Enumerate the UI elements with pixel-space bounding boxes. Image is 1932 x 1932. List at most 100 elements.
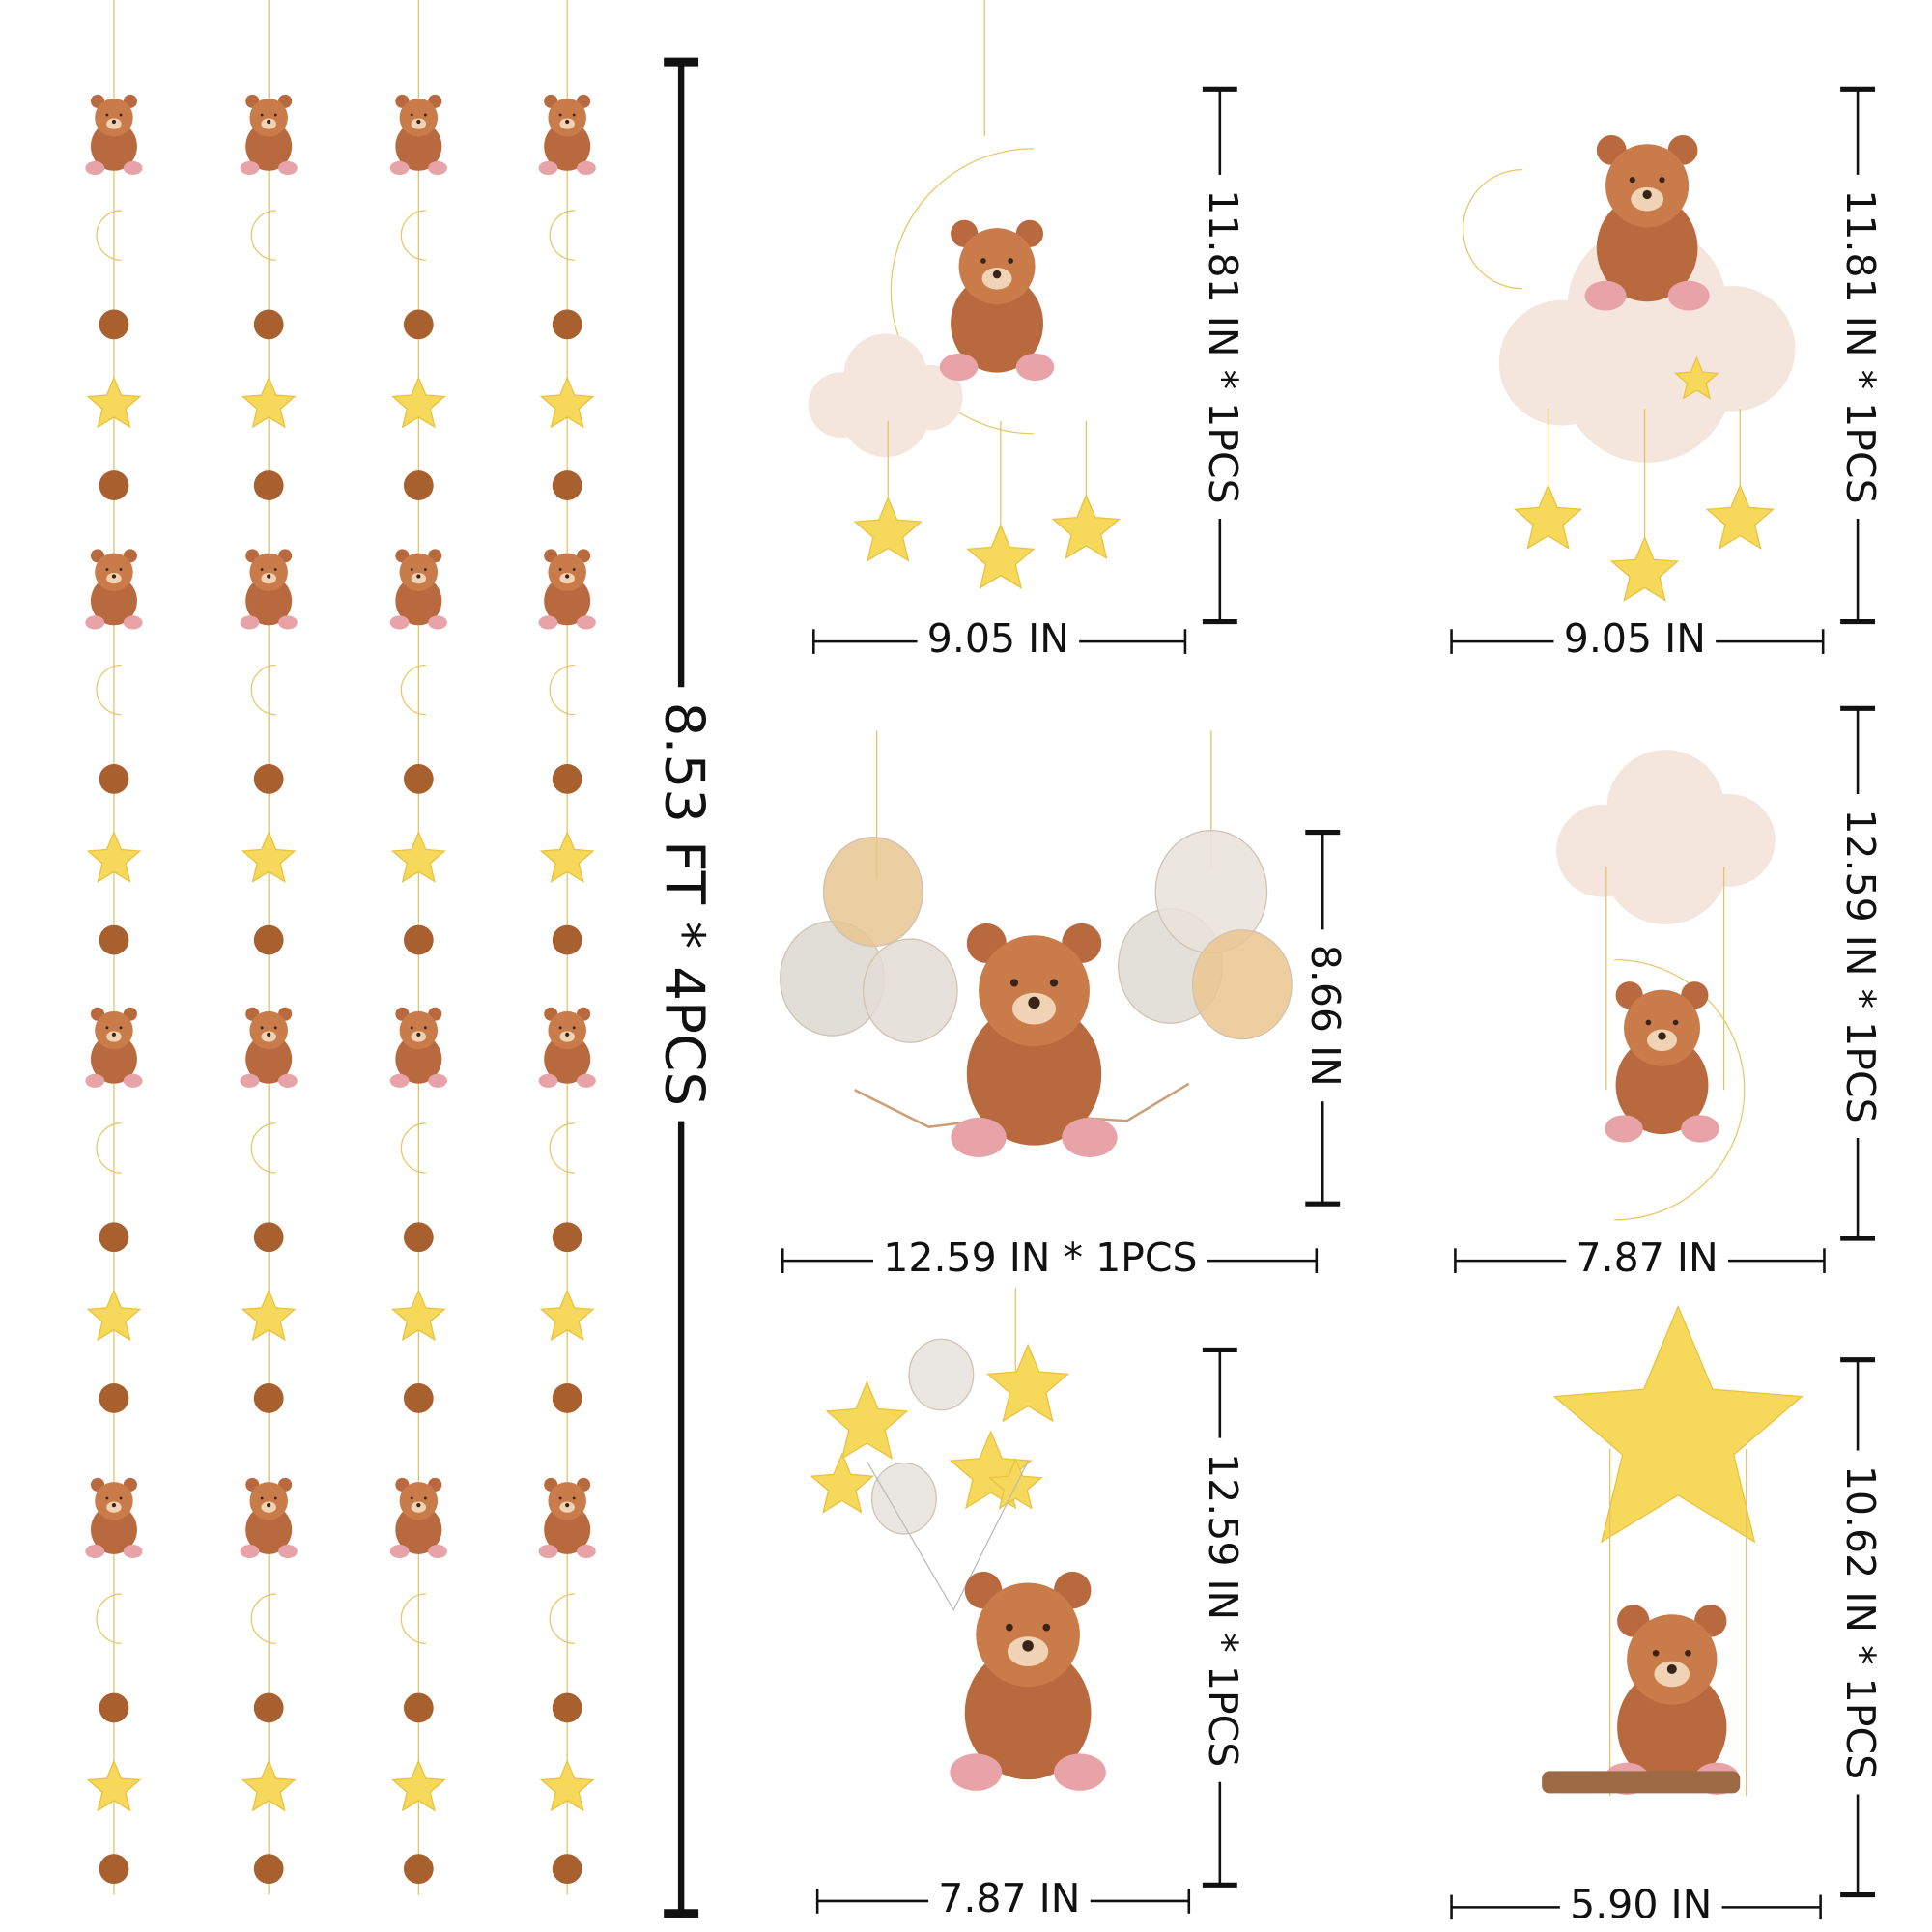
bear-muzzle [1654,1661,1690,1688]
bear-muzzle [411,1501,427,1513]
bear-foot [428,615,447,630]
swing-seat [1542,1771,1741,1794]
bear-eye [105,1026,109,1030]
balloon [822,837,923,948]
bear-foot [389,615,410,630]
bear-muzzle [559,1501,575,1513]
bear-eye [980,258,986,264]
moon-shape [400,210,427,261]
moon [1614,958,1746,1221]
dot [99,309,129,340]
star [241,1289,297,1342]
bear [85,1007,143,1088]
bear-body [966,1002,1102,1146]
bear-foot [85,160,105,176]
bear-foot [538,1544,558,1559]
bear-nose [1028,996,1040,1009]
bear-head [1624,989,1701,1066]
star [1673,355,1719,400]
bear [1605,981,1719,1143]
bear-head [95,99,133,137]
bear-nose [1666,1663,1677,1674]
bear-foot [939,353,979,382]
bear [389,1007,447,1088]
bear-foot [538,1073,558,1088]
bear-head [548,1010,586,1050]
balloon [1191,929,1293,1040]
bear-body [1615,1036,1709,1135]
bear-muzzle [411,118,427,129]
dot [403,470,434,500]
bear-foot [1667,280,1710,311]
cloud-puff [840,367,930,458]
bear-nose [111,1502,117,1508]
bear-body [395,1505,442,1554]
dot [552,1692,582,1723]
star [86,1289,142,1342]
dot [403,924,434,955]
bear-foot [123,1073,143,1088]
bear-head [95,1482,133,1520]
bear-foot [538,615,558,630]
bear [85,1477,143,1559]
bear [538,1007,596,1088]
star [539,1759,595,1812]
bear-nose [416,574,421,579]
bear-muzzle [411,1031,427,1042]
bear-foot [278,615,298,630]
balloon-strings [866,1461,1029,1612]
bear-body [951,274,1043,373]
bear-eye [1009,979,1019,987]
bear-body [90,576,137,626]
moon [549,210,575,261]
bear-foot [85,1544,105,1559]
bear-eye [260,113,264,117]
cloud [1556,750,1776,925]
dot [253,1692,284,1723]
bear-foot [123,615,143,630]
bear-nose [565,1032,570,1037]
dimension-label: 8.53 FT * 4PCS [653,702,716,1107]
bear-muzzle [106,118,122,129]
bear-foot [278,160,298,176]
bear-head [95,553,133,592]
bear [538,1477,596,1559]
dimension-label: 12.59 IN * 1PCS [1200,1453,1246,1767]
dimension-label: 5.90 IN [1570,1881,1712,1927]
moon-shape [549,1593,575,1644]
star [390,376,446,429]
star [810,1452,875,1514]
bear-eye [423,113,427,117]
bear [950,1571,1106,1791]
star [539,1289,595,1342]
bear-nose [565,1502,570,1508]
bear-muzzle [261,1031,276,1042]
bear-body [245,576,293,626]
bear-foot [278,1544,298,1559]
bear-eye [273,1496,277,1500]
bear-head [249,99,288,137]
bear-body [1617,1668,1727,1785]
bear-eye [273,568,277,571]
star [86,830,142,883]
bear-foot [389,1073,410,1088]
bear-foot [240,1544,260,1559]
bear [389,94,447,176]
bear-foot [577,1073,596,1088]
bear-body [395,1034,442,1084]
bear [1584,135,1710,311]
bear-foot [577,615,596,630]
moon-shape [549,210,575,261]
moon-shape [1462,169,1523,290]
bear-eye [119,1496,123,1500]
bear-nose [111,1032,117,1037]
bear-nose [111,119,117,125]
star [1705,483,1775,550]
dot [403,764,434,794]
moon [250,1593,276,1644]
bear-foot [85,1073,105,1088]
bear-eye [273,113,277,117]
moon-shape [549,1122,575,1174]
bear-body [544,576,591,626]
